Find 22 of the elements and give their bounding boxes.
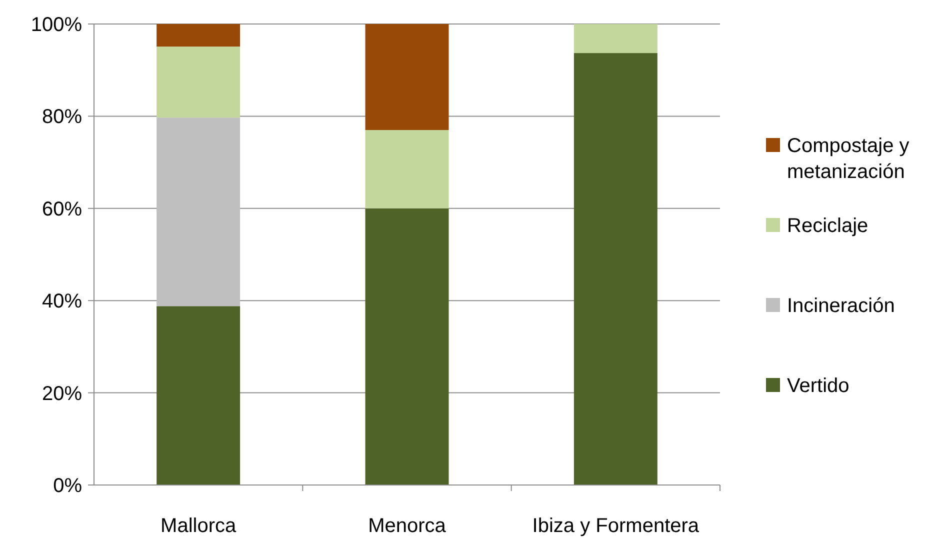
y-tick-label: 60%: [42, 198, 82, 220]
bar: [156, 46, 240, 118]
bar: [156, 306, 240, 485]
legend-label: Reciclaje: [787, 215, 868, 237]
legend-label: Compostaje y metanización: [787, 135, 910, 183]
legend-label: Incineración: [787, 295, 895, 317]
bar: [574, 24, 658, 54]
y-tick-label: 0%: [53, 475, 82, 497]
y-tick-label: 20%: [42, 382, 82, 405]
y-tick-label: 100%: [30, 14, 82, 36]
x-tick-label: Mallorca: [160, 515, 237, 537]
bar: [574, 53, 658, 485]
y-tick-label: 40%: [42, 290, 82, 313]
bar: [365, 24, 449, 130]
bar: [156, 24, 240, 47]
bar: [365, 208, 449, 485]
bar: [156, 118, 240, 306]
x-tick-label: Ibiza y Formentera: [532, 515, 700, 537]
bar: [365, 130, 449, 208]
y-tick-label: 80%: [42, 106, 82, 128]
x-tick-label: Menorca: [368, 515, 447, 537]
legend-label: Vertido: [787, 375, 850, 397]
